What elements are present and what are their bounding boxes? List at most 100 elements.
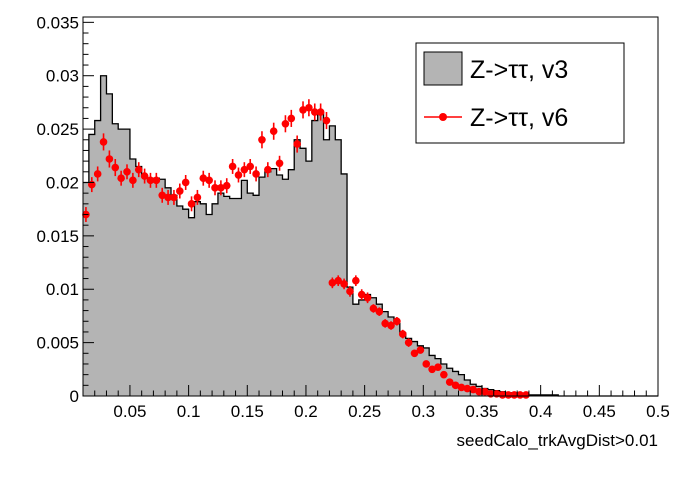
data-marker — [469, 385, 477, 394]
data-marker — [93, 170, 102, 178]
histogram-bin — [329, 126, 335, 396]
data-point-v6 — [387, 321, 395, 330]
data-point-v6 — [416, 346, 425, 354]
data-point-v6 — [293, 135, 301, 153]
histogram-bin — [218, 193, 224, 396]
data-marker — [170, 193, 178, 202]
x-tick-label: 0.35 — [465, 402, 498, 421]
data-point-v6 — [451, 381, 460, 390]
data-point-v6 — [105, 150, 114, 168]
histogram-bin — [89, 134, 95, 396]
data-marker — [516, 391, 524, 399]
legend-label-v3: Z->ττ, v3 — [470, 56, 568, 84]
data-marker — [510, 391, 519, 399]
data-point-v6 — [287, 109, 296, 127]
data-point-v6 — [134, 162, 143, 178]
data-marker — [398, 330, 407, 338]
x-tick-label: 0.5 — [646, 402, 670, 421]
data-marker — [363, 293, 372, 302]
data-marker — [352, 276, 360, 285]
data-marker — [445, 378, 454, 386]
histogram-bin — [376, 304, 382, 396]
data-point-v6 — [445, 378, 454, 386]
data-marker — [99, 138, 108, 146]
data-marker — [117, 174, 125, 183]
data-point-v6 — [381, 319, 389, 328]
data-point-v6 — [457, 383, 466, 392]
histogram-bin — [394, 323, 400, 396]
y-tick-label: 0.025 — [36, 120, 79, 139]
y-tick-label: 0.03 — [46, 67, 79, 86]
histogram-bin — [277, 175, 283, 396]
histogram-bin — [183, 209, 189, 396]
data-marker — [176, 187, 184, 195]
histogram-bin — [177, 206, 183, 396]
data-point-v6 — [363, 292, 372, 304]
data-marker — [387, 321, 395, 330]
histogram-bin — [406, 338, 412, 396]
histogram-bin — [247, 193, 253, 396]
x-tick-label: 0.3 — [411, 402, 435, 421]
data-point-v6 — [281, 115, 290, 133]
y-tick-label: 0.015 — [36, 227, 79, 246]
data-point-v6 — [404, 338, 413, 347]
data-marker — [322, 116, 331, 125]
data-point-v6 — [434, 363, 442, 371]
data-point-v6 — [181, 175, 190, 190]
data-marker — [123, 168, 131, 176]
data-point-v6 — [99, 133, 108, 151]
data-marker — [310, 108, 319, 116]
data-marker — [434, 363, 442, 371]
data-marker — [428, 365, 436, 374]
data-point-v6 — [316, 103, 325, 121]
x-tick-label: 0.2 — [294, 402, 318, 421]
data-point-v6 — [516, 391, 524, 399]
data-marker — [181, 178, 190, 187]
data-point-v6 — [217, 180, 225, 196]
data-marker — [334, 276, 343, 285]
histogram-bin — [259, 177, 265, 396]
data-point-v6 — [140, 168, 149, 184]
histogram-bin — [159, 179, 165, 396]
data-point-v6 — [498, 391, 507, 399]
histogram-bin — [294, 140, 300, 396]
histogram-bin — [148, 178, 154, 396]
data-point-v6 — [322, 112, 331, 130]
histogram-bin — [253, 195, 259, 396]
histogram-bin — [365, 295, 371, 396]
data-marker — [187, 200, 196, 208]
data-point-v6 — [328, 277, 337, 289]
legend: Z->ττ, v3 Z->ττ, v6 — [415, 42, 625, 144]
data-marker — [463, 384, 472, 393]
histogram-bin — [230, 198, 236, 396]
data-point-v6 — [228, 158, 237, 174]
data-point-v6 — [340, 278, 348, 290]
data-marker — [234, 171, 243, 179]
histogram-fill-v3 — [83, 75, 658, 396]
data-point-v6 — [176, 183, 184, 199]
data-marker — [193, 193, 202, 202]
histogram-bin — [200, 204, 206, 396]
x-tick-label: 0.4 — [529, 402, 553, 421]
data-point-v6 — [275, 155, 284, 171]
data-point-v6 — [164, 189, 172, 205]
y-tick-label: 0.01 — [46, 280, 79, 299]
data-point-v6 — [475, 387, 483, 396]
marker-layer — [82, 99, 530, 399]
data-marker — [328, 279, 337, 287]
data-point-v6 — [334, 275, 343, 287]
data-point-v6 — [357, 289, 366, 300]
legend-marker-v6 — [439, 113, 447, 121]
histogram-bin — [106, 94, 112, 396]
histogram-bin — [171, 195, 177, 396]
data-point-v6 — [129, 172, 137, 188]
histogram-bin — [265, 172, 271, 396]
data-point-v6 — [369, 304, 378, 313]
histogram-bin — [429, 355, 435, 396]
x-axis-label: seedCalo_trkAvgDist>0.01 — [457, 431, 658, 450]
data-point-v6 — [422, 360, 431, 368]
data-point-v6 — [240, 162, 249, 178]
data-marker — [381, 319, 389, 328]
data-marker — [152, 176, 161, 185]
